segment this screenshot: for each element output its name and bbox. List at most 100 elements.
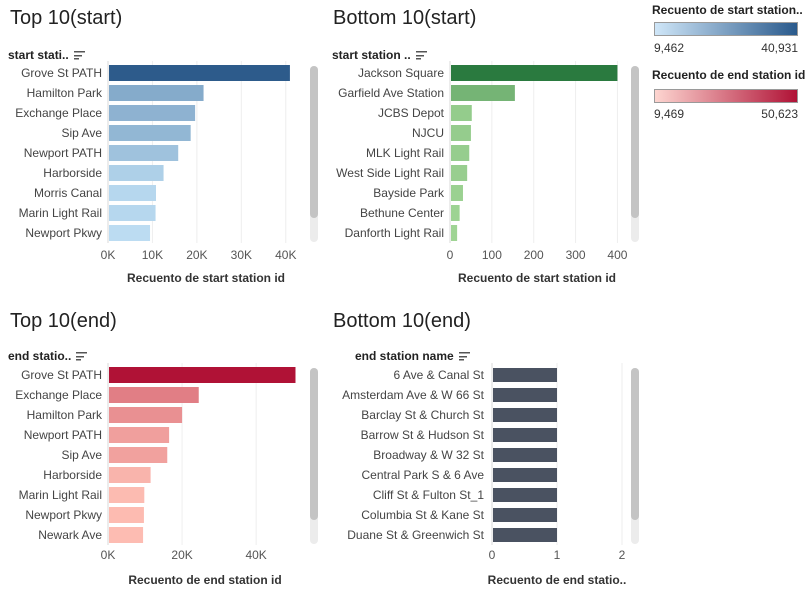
- category-label[interactable]: Morris Canal: [34, 186, 102, 200]
- category-label[interactable]: Duane St & Greenwich St: [347, 528, 484, 542]
- x-tick-label: 20K: [186, 248, 207, 262]
- scrollbar[interactable]: [631, 368, 639, 544]
- bar[interactable]: [109, 407, 183, 423]
- bar[interactable]: [451, 225, 458, 241]
- category-label[interactable]: Hamilton Park: [27, 86, 103, 100]
- category-label[interactable]: NJCU: [412, 126, 444, 140]
- bar[interactable]: [493, 368, 557, 382]
- bar[interactable]: [451, 145, 470, 161]
- x-tick-label: 300: [566, 248, 586, 262]
- category-label[interactable]: Cliff St & Fulton St_1: [373, 488, 484, 502]
- category-label[interactable]: 6 Ave & Canal St: [393, 368, 484, 382]
- bar[interactable]: [451, 85, 515, 101]
- category-label[interactable]: Marin Light Rail: [19, 488, 102, 502]
- x-tick-label: 10K: [142, 248, 163, 262]
- bar[interactable]: [109, 145, 179, 161]
- category-label[interactable]: Newport Pkwy: [25, 508, 102, 522]
- scrollbar[interactable]: [310, 368, 318, 544]
- field-header-top-end[interactable]: end statio..: [8, 349, 88, 363]
- bar[interactable]: [109, 507, 144, 523]
- category-label[interactable]: Newport Pkwy: [25, 226, 102, 240]
- bar[interactable]: [109, 387, 199, 403]
- sort-icon[interactable]: [76, 352, 88, 362]
- sort-icon[interactable]: [73, 51, 85, 61]
- category-label[interactable]: Exchange Place: [15, 106, 102, 120]
- bar[interactable]: [109, 487, 145, 503]
- bar[interactable]: [109, 205, 156, 221]
- category-label[interactable]: Bayside Park: [373, 186, 445, 200]
- category-label[interactable]: Bethune Center: [360, 206, 444, 220]
- bar[interactable]: [451, 65, 618, 81]
- category-label[interactable]: Grove St PATH: [21, 368, 102, 382]
- category-label[interactable]: Newport PATH: [24, 146, 102, 160]
- bar[interactable]: [109, 225, 151, 241]
- bar[interactable]: [109, 447, 168, 463]
- x-tick-label: 0K: [101, 548, 116, 562]
- bar[interactable]: [451, 205, 460, 221]
- bar[interactable]: [493, 468, 557, 482]
- category-label[interactable]: Sip Ave: [62, 126, 103, 140]
- bar[interactable]: [109, 65, 290, 81]
- bar[interactable]: [493, 388, 557, 402]
- category-label[interactable]: Danforth Light Rail: [345, 226, 444, 240]
- bar[interactable]: [109, 467, 151, 483]
- category-label[interactable]: Central Park S & 6 Ave: [361, 468, 484, 482]
- sort-icon[interactable]: [458, 352, 470, 362]
- category-label[interactable]: Amsterdam Ave & W 66 St: [342, 388, 484, 402]
- bar[interactable]: [493, 428, 557, 442]
- category-label[interactable]: Hamilton Park: [27, 408, 103, 422]
- bar[interactable]: [451, 165, 468, 181]
- category-label[interactable]: MLK Light Rail: [366, 146, 444, 160]
- bar[interactable]: [109, 85, 204, 101]
- category-label[interactable]: Garfield Ave Station: [338, 86, 444, 100]
- category-label[interactable]: West Side Light Rail: [336, 166, 444, 180]
- category-label[interactable]: Barclay St & Church St: [361, 408, 484, 422]
- bar[interactable]: [451, 105, 472, 121]
- category-label[interactable]: Exchange Place: [15, 388, 102, 402]
- bar[interactable]: [109, 105, 196, 121]
- x-axis-title-bottom-start: Recuento de start station id: [457, 271, 617, 285]
- field-header-bottom-end[interactable]: end station name: [355, 349, 470, 363]
- bar[interactable]: [493, 508, 557, 522]
- category-label[interactable]: Sip Ave: [62, 448, 103, 462]
- bar[interactable]: [451, 185, 463, 201]
- scrollbar-thumb[interactable]: [310, 368, 318, 520]
- x-tick-label: 0: [447, 248, 454, 262]
- bar[interactable]: [493, 488, 557, 502]
- bar[interactable]: [451, 125, 471, 141]
- scrollbar-thumb[interactable]: [310, 66, 318, 218]
- scrollbar[interactable]: [310, 66, 318, 242]
- category-label[interactable]: Grove St PATH: [21, 66, 102, 80]
- category-label[interactable]: Jackson Square: [358, 66, 444, 80]
- field-header-bottom-start[interactable]: start station ..: [332, 48, 427, 62]
- bar[interactable]: [109, 165, 164, 181]
- scrollbar-thumb[interactable]: [631, 368, 639, 520]
- bar[interactable]: [493, 448, 557, 462]
- x-tick-label: 1: [554, 548, 561, 562]
- sort-icon[interactable]: [415, 51, 427, 61]
- x-tick-label: 100: [482, 248, 502, 262]
- bar[interactable]: [109, 367, 296, 383]
- bar[interactable]: [493, 408, 557, 422]
- category-label[interactable]: Marin Light Rail: [19, 206, 102, 220]
- category-label[interactable]: Newark Ave: [38, 528, 102, 542]
- category-label[interactable]: Harborside: [43, 166, 102, 180]
- scrollbar-thumb[interactable]: [631, 66, 639, 218]
- field-header-top-start[interactable]: start stati..: [8, 48, 85, 62]
- bar[interactable]: [493, 528, 557, 542]
- scrollbar[interactable]: [631, 66, 639, 242]
- category-label[interactable]: Columbia St & Kane St: [361, 508, 484, 522]
- bar[interactable]: [109, 125, 191, 141]
- category-label[interactable]: Broadway & W 32 St: [373, 448, 484, 462]
- x-axis-title-top-start: Recuento de start station id: [126, 271, 286, 285]
- x-axis-title-top-end: Recuento de end station id: [128, 573, 282, 587]
- category-label[interactable]: Harborside: [43, 468, 102, 482]
- bar[interactable]: [109, 527, 144, 543]
- category-label[interactable]: JCBS Depot: [378, 106, 445, 120]
- x-tick-label: 30K: [231, 248, 252, 262]
- bar[interactable]: [109, 427, 170, 443]
- category-label[interactable]: Barrow St & Hudson St: [361, 428, 485, 442]
- category-label[interactable]: Newport PATH: [24, 428, 102, 442]
- bar[interactable]: [109, 185, 156, 201]
